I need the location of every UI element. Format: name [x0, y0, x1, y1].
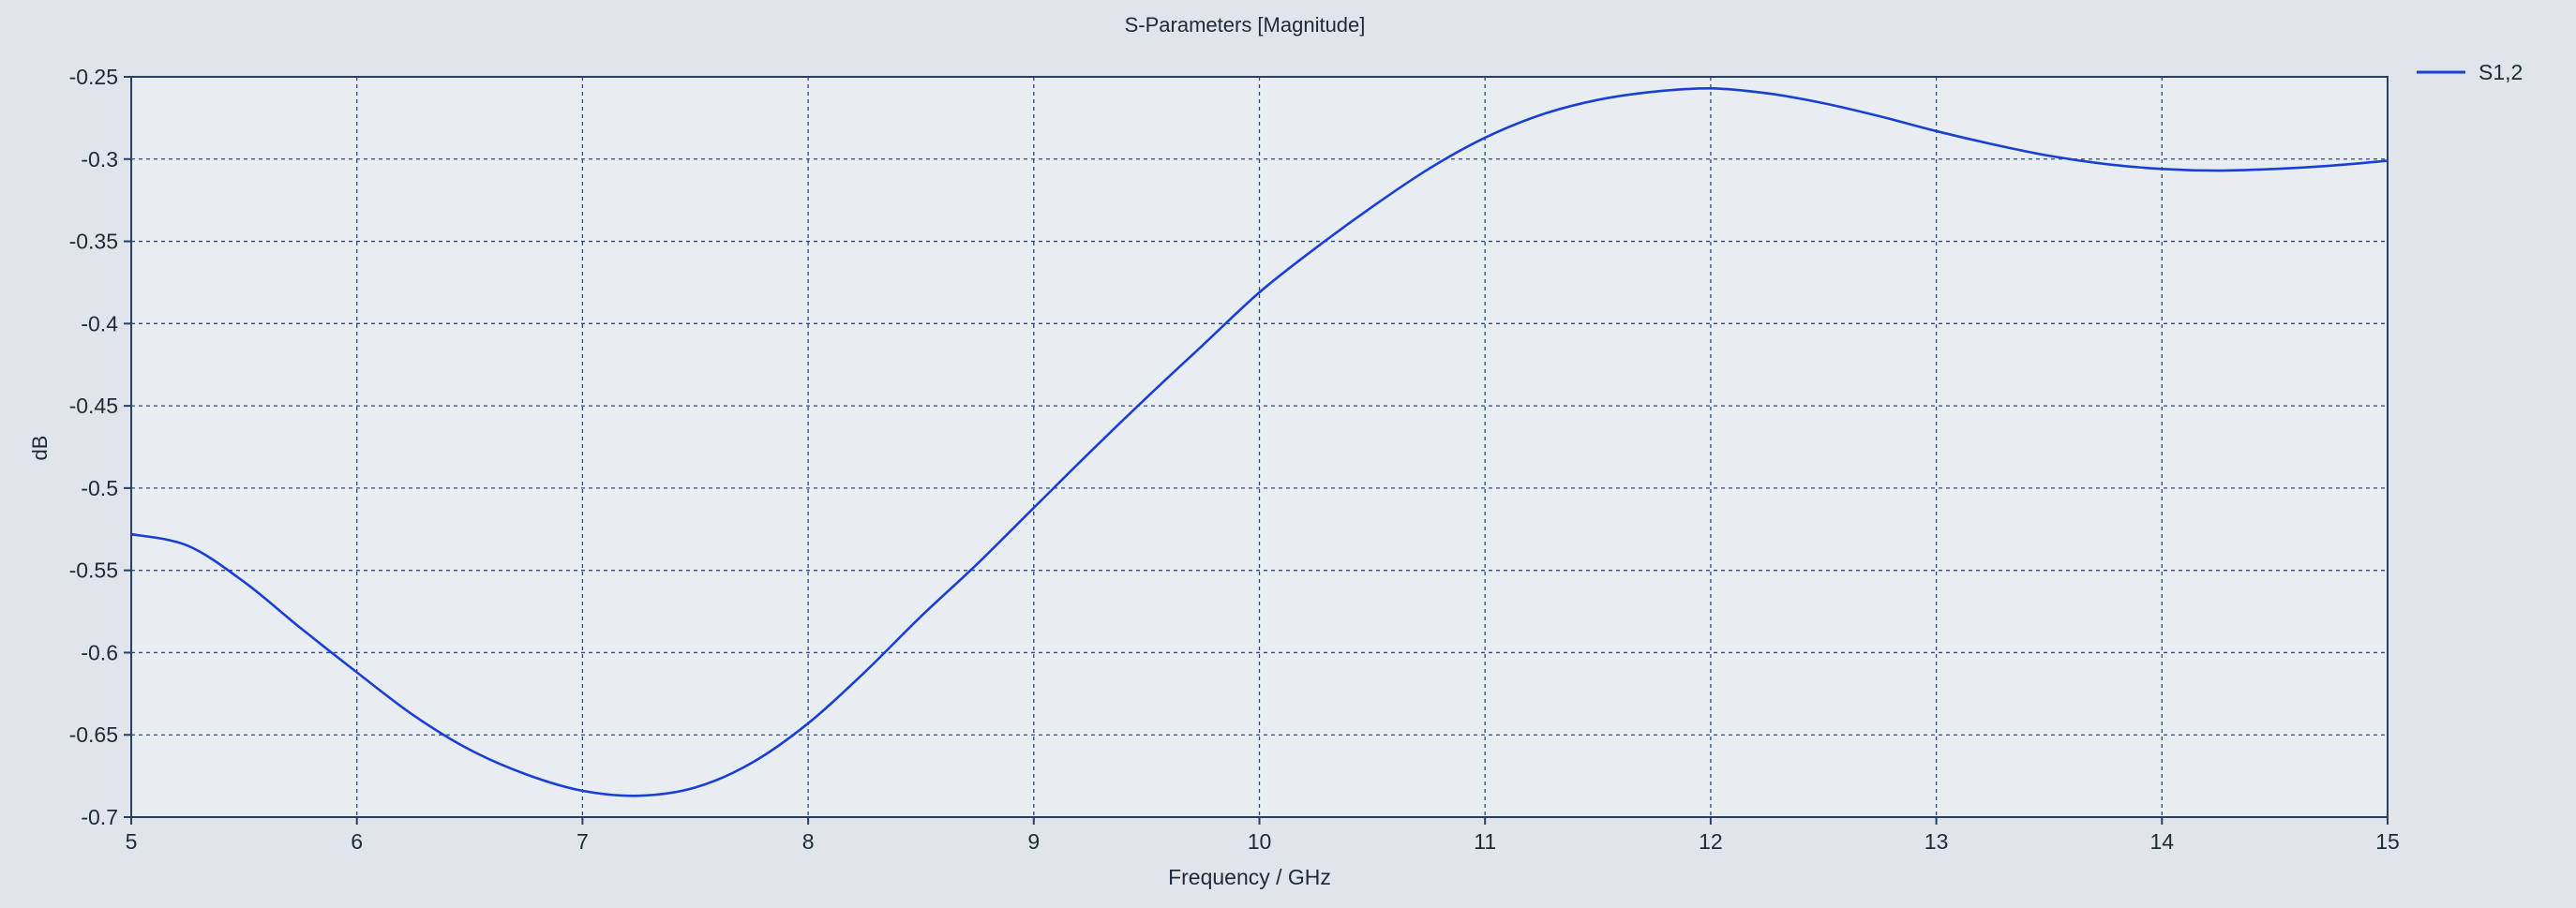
axis-ticks: 5 6 7 8 9 10 11 12 13 14 15 -0.25 -0.3 -0.35 -0.4 -0.45…: [69, 65, 2400, 854]
y-tick-label: -0.65: [69, 722, 118, 747]
y-tick-label: -0.35: [69, 230, 118, 254]
series-line-s12: [130, 86, 2389, 797]
y-tick-label: -0.45: [69, 394, 118, 418]
legend-label: S1,2: [2479, 60, 2523, 84]
y-tick-label: -0.25: [69, 65, 118, 89]
x-tick-label: 12: [1699, 829, 1723, 854]
x-tick-label: 11: [1474, 829, 1496, 854]
y-tick-label: -0.6: [81, 640, 118, 664]
y-tick-label: -0.4: [81, 311, 118, 335]
x-tick-label: 13: [1925, 829, 1949, 854]
grid-lines: [131, 77, 2388, 817]
x-tick-label: 7: [577, 829, 589, 854]
y-tick-label: -0.55: [69, 558, 118, 583]
chart-title: S-Parameters [Magnitude]: [1125, 13, 1366, 37]
x-tick-label: 10: [1248, 829, 1272, 854]
y-tick-label: -0.3: [81, 147, 118, 171]
x-axis-label: Frequency / GHz: [1168, 865, 1331, 889]
x-tick-label: 9: [1027, 829, 1040, 854]
y-tick-label: -0.5: [81, 476, 118, 500]
x-tick-label: 5: [126, 829, 138, 854]
y-tick-label: -0.7: [81, 805, 118, 829]
x-tick-label: 8: [802, 829, 815, 854]
series-layer: [130, 86, 2389, 797]
legend: S1,2: [2417, 60, 2523, 84]
x-tick-label: 6: [351, 829, 363, 854]
y-axis-label: dB: [28, 436, 52, 461]
x-tick-label: 15: [2375, 829, 2400, 854]
x-tick-label: 14: [2150, 829, 2175, 854]
